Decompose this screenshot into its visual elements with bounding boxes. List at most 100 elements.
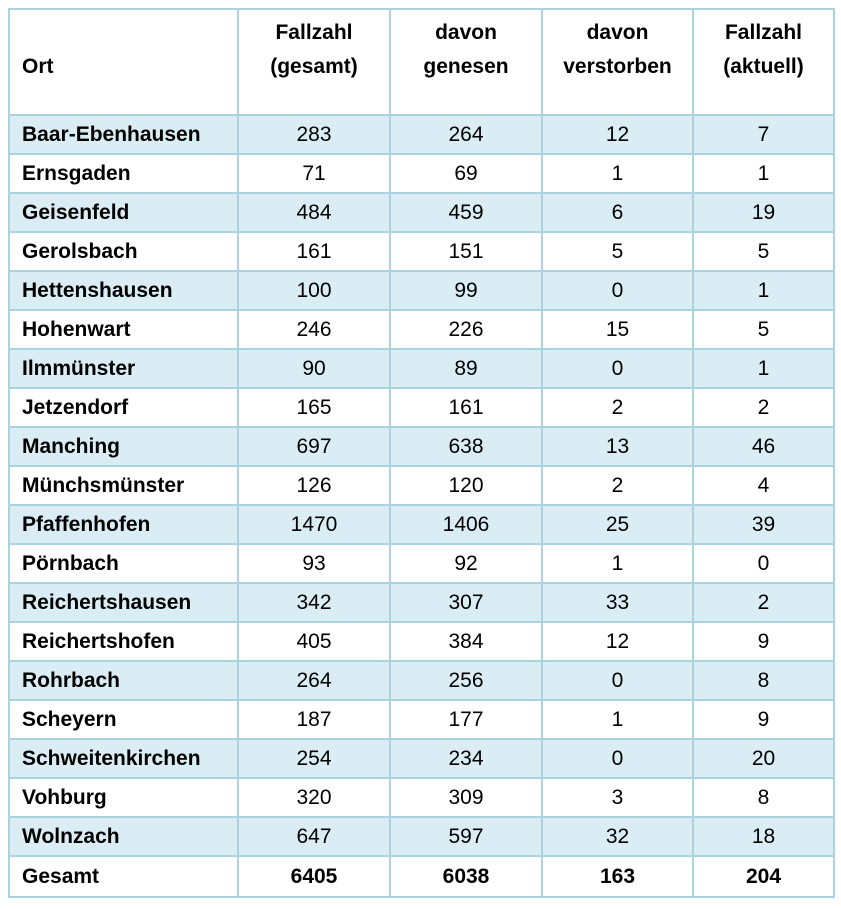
davon-genesen-cell: 234 bbox=[389, 738, 543, 779]
ort-cell: Gerolsbach bbox=[8, 231, 239, 272]
davon-verstorben-cell: 25 bbox=[541, 504, 694, 545]
davon-genesen-cell: 638 bbox=[389, 426, 543, 467]
header-line-2: (aktuell) bbox=[723, 55, 804, 78]
davon-verstorben-cell: 1 bbox=[541, 699, 694, 740]
col-header-fallzahl-gesamt: Fallzahl (gesamt) bbox=[237, 8, 391, 116]
total-aktuell-cell: 204 bbox=[692, 855, 835, 898]
total-gesamt-cell: 6405 bbox=[237, 855, 391, 898]
total-genesen-cell: 6038 bbox=[389, 855, 543, 898]
davon-genesen-cell: 99 bbox=[389, 270, 543, 311]
fallzahl-aktuell-cell: 1 bbox=[692, 153, 835, 194]
davon-verstorben-cell: 6 bbox=[541, 192, 694, 233]
davon-verstorben-cell: 3 bbox=[541, 777, 694, 818]
fallzahl-gesamt-cell: 100 bbox=[237, 270, 391, 311]
fallzahl-gesamt-cell: 342 bbox=[237, 582, 391, 623]
table-row: Scheyern 187 177 1 9 bbox=[8, 699, 835, 740]
fallzahl-gesamt-cell: 647 bbox=[237, 816, 391, 857]
table-row: Ilmmünster 90 89 0 1 bbox=[8, 348, 835, 389]
fallzahl-gesamt-cell: 405 bbox=[237, 621, 391, 662]
ort-cell: Hettenshausen bbox=[8, 270, 239, 311]
fallzahl-gesamt-cell: 71 bbox=[237, 153, 391, 194]
table-row: Gerolsbach 161 151 5 5 bbox=[8, 231, 835, 272]
davon-genesen-cell: 384 bbox=[389, 621, 543, 662]
header-line-1: Fallzahl bbox=[724, 21, 803, 44]
fallzahl-aktuell-cell: 19 bbox=[692, 192, 835, 233]
davon-genesen-cell: 177 bbox=[389, 699, 543, 740]
davon-genesen-cell: 69 bbox=[389, 153, 543, 194]
col-header-fallzahl-aktuell: Fallzahl (aktuell) bbox=[692, 8, 835, 116]
davon-genesen-cell: 1406 bbox=[389, 504, 543, 545]
fallzahl-gesamt-cell: 161 bbox=[237, 231, 391, 272]
ort-cell: Hohenwart bbox=[8, 309, 239, 350]
fallzahl-gesamt-cell: 90 bbox=[237, 348, 391, 389]
davon-verstorben-cell: 0 bbox=[541, 738, 694, 779]
fallzahl-gesamt-cell: 484 bbox=[237, 192, 391, 233]
table-row: Vohburg 320 309 3 8 bbox=[8, 777, 835, 818]
fallzahl-gesamt-cell: 283 bbox=[237, 114, 391, 155]
davon-verstorben-cell: 0 bbox=[541, 270, 694, 311]
davon-verstorben-cell: 1 bbox=[541, 153, 694, 194]
header-line-1: Fallzahl bbox=[275, 21, 353, 44]
fallzahl-aktuell-cell: 18 bbox=[692, 816, 835, 857]
ort-cell: Münchsmünster bbox=[8, 465, 239, 506]
ort-cell: Manching bbox=[8, 426, 239, 467]
davon-genesen-cell: 264 bbox=[389, 114, 543, 155]
col-header-ort: Ort bbox=[8, 8, 239, 116]
header-line-2: genesen bbox=[423, 55, 509, 78]
fallzahl-gesamt-cell: 246 bbox=[237, 309, 391, 350]
davon-verstorben-cell: 33 bbox=[541, 582, 694, 623]
table-row: Manching 697 638 13 46 bbox=[8, 426, 835, 467]
davon-verstorben-cell: 1 bbox=[541, 543, 694, 584]
fallzahl-aktuell-cell: 5 bbox=[692, 231, 835, 272]
ort-cell: Ilmmünster bbox=[8, 348, 239, 389]
table-row: Baar-Ebenhausen 283 264 12 7 bbox=[8, 114, 835, 155]
ort-cell: Schweitenkirchen bbox=[8, 738, 239, 779]
fallzahl-gesamt-cell: 1470 bbox=[237, 504, 391, 545]
davon-genesen-cell: 92 bbox=[389, 543, 543, 584]
fallzahl-aktuell-cell: 46 bbox=[692, 426, 835, 467]
fallzahl-aktuell-cell: 7 bbox=[692, 114, 835, 155]
table-row: Reichertshausen 342 307 33 2 bbox=[8, 582, 835, 623]
davon-genesen-cell: 309 bbox=[389, 777, 543, 818]
table-body: Baar-Ebenhausen 283 264 12 7 Ernsgaden 7… bbox=[8, 114, 835, 857]
ort-cell: Scheyern bbox=[8, 699, 239, 740]
fallzahl-aktuell-cell: 0 bbox=[692, 543, 835, 584]
col-header-davon-genesen: davon genesen bbox=[389, 8, 543, 116]
fallzahl-gesamt-cell: 254 bbox=[237, 738, 391, 779]
fallzahl-aktuell-cell: 1 bbox=[692, 270, 835, 311]
table-row: Hettenshausen 100 99 0 1 bbox=[8, 270, 835, 311]
fallzahl-aktuell-cell: 8 bbox=[692, 777, 835, 818]
davon-genesen-cell: 256 bbox=[389, 660, 543, 701]
table-row: Pörnbach 93 92 1 0 bbox=[8, 543, 835, 584]
table-row: Reichertshofen 405 384 12 9 bbox=[8, 621, 835, 662]
ort-cell: Baar-Ebenhausen bbox=[8, 114, 239, 155]
davon-verstorben-cell: 12 bbox=[541, 621, 694, 662]
table-row: Geisenfeld 484 459 6 19 bbox=[8, 192, 835, 233]
case-number-table: Ort Fallzahl (gesamt) davon genesen davo… bbox=[8, 8, 835, 898]
ort-cell: Vohburg bbox=[8, 777, 239, 818]
davon-verstorben-cell: 15 bbox=[541, 309, 694, 350]
table-row: Pfaffenhofen 1470 1406 25 39 bbox=[8, 504, 835, 545]
header-line-1: davon bbox=[435, 21, 497, 44]
fallzahl-aktuell-cell: 9 bbox=[692, 699, 835, 740]
fallzahl-aktuell-cell: 2 bbox=[692, 387, 835, 428]
header-line-2: (gesamt) bbox=[270, 55, 358, 78]
table-row: Hohenwart 246 226 15 5 bbox=[8, 309, 835, 350]
davon-verstorben-cell: 0 bbox=[541, 660, 694, 701]
fallzahl-aktuell-cell: 1 bbox=[692, 348, 835, 389]
total-row: Gesamt 6405 6038 163 204 bbox=[8, 855, 835, 898]
davon-genesen-cell: 161 bbox=[389, 387, 543, 428]
table-row: Wolnzach 647 597 32 18 bbox=[8, 816, 835, 857]
table-row: Jetzendorf 165 161 2 2 bbox=[8, 387, 835, 428]
ort-cell: Geisenfeld bbox=[8, 192, 239, 233]
davon-verstorben-cell: 2 bbox=[541, 387, 694, 428]
fallzahl-aktuell-cell: 9 bbox=[692, 621, 835, 662]
fallzahl-gesamt-cell: 264 bbox=[237, 660, 391, 701]
fallzahl-gesamt-cell: 320 bbox=[237, 777, 391, 818]
ort-cell: Rohrbach bbox=[8, 660, 239, 701]
total-label-cell: Gesamt bbox=[8, 855, 239, 898]
ort-cell: Pfaffenhofen bbox=[8, 504, 239, 545]
davon-genesen-cell: 226 bbox=[389, 309, 543, 350]
table-row: Rohrbach 264 256 0 8 bbox=[8, 660, 835, 701]
fallzahl-gesamt-cell: 697 bbox=[237, 426, 391, 467]
